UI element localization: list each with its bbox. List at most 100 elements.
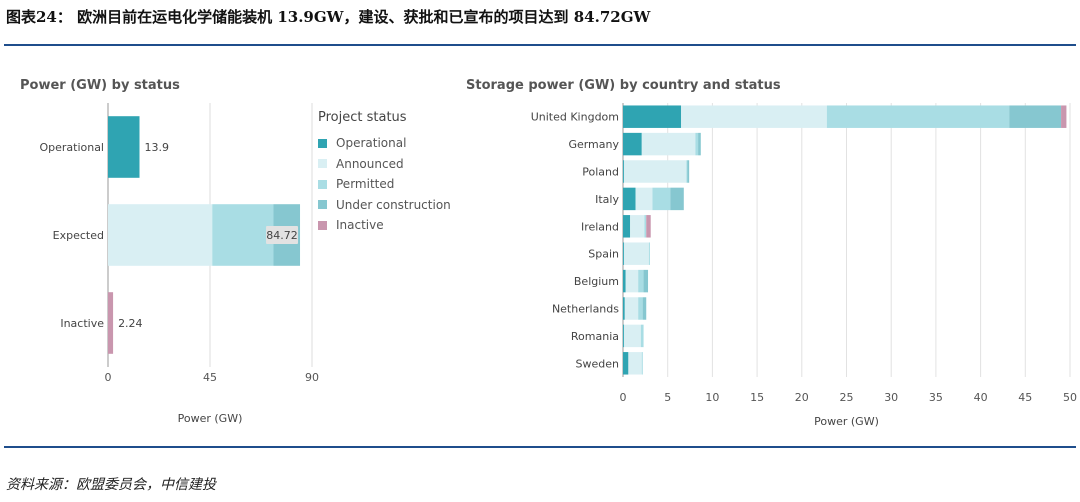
bar-germany-under-construction (698, 132, 701, 156)
top-rule (4, 44, 1076, 46)
x-axis-title: Power (GW) (178, 412, 243, 425)
category-label-germany: Germany (568, 138, 619, 151)
legend-item-under-construction: Under construction (318, 195, 451, 216)
x-tick-45: 45 (1018, 391, 1032, 404)
data-label-inactive: 2.24 (118, 317, 143, 330)
bar-netherlands-under-construction (642, 297, 647, 320)
legend-label-announced: Announced (336, 156, 404, 171)
category-label-netherlands: Netherlands (552, 303, 619, 316)
x-tick-20: 20 (795, 391, 809, 404)
bar-romania-operational (623, 324, 624, 348)
x-axis-title: Power (GW) (814, 415, 879, 428)
category-label-operational: Operational (39, 141, 104, 154)
bar-united-kingdom-announced (681, 105, 827, 128)
figure-title: 图表24： 欧洲目前在运电化学储能装机 13.9GW，建设、获批和已宣布的项目达… (6, 8, 651, 26)
category-label-expected: Expected (53, 229, 104, 242)
bar-sweden-announced (628, 352, 642, 375)
legend-label-operational: Operational (336, 136, 407, 151)
bar-netherlands-permitted (638, 297, 643, 320)
bar-belgium-announced (625, 269, 639, 293)
category-label-ireland: Ireland (581, 220, 619, 233)
status-chart: 0 45 90 Operational 13.9 Expected 84.72 Inactiv… (39, 103, 319, 425)
category-label-italy: Italy (595, 193, 619, 206)
bar-belgium-operational (623, 269, 626, 293)
bar-sweden-permitted (641, 352, 643, 375)
legend-item-operational: Operational (318, 133, 451, 154)
x-tick-35: 35 (929, 391, 943, 404)
bar-netherlands-announced (624, 297, 639, 320)
bar-inactive-inactive (108, 292, 114, 354)
legend-swatch-announced (318, 159, 327, 169)
data-label-expected: 84.72 (266, 229, 298, 242)
data-label-operational: 13.9 (145, 141, 170, 154)
bar-italy-permitted (652, 187, 671, 211)
bar-united-kingdom-permitted (826, 105, 1010, 128)
bar-united-kingdom-under-construction (1009, 105, 1062, 128)
category-label-poland: Poland (582, 166, 619, 179)
bar-expected-permitted (212, 204, 274, 266)
category-label-united-kingdom: United Kingdom (531, 111, 619, 124)
data-label-box-expected (266, 226, 299, 244)
legend-swatch-under-construction (318, 200, 327, 210)
x-tick-45: 45 (203, 371, 217, 384)
bar-romania-permitted (640, 324, 644, 348)
bar-italy-operational (623, 187, 636, 211)
x-tick-30: 30 (884, 391, 898, 404)
bar-germany-operational (623, 132, 642, 156)
legend-title: Project status (318, 110, 407, 125)
bar-spain-permitted (648, 242, 650, 265)
x-tick-25: 25 (840, 391, 854, 404)
right-chart-title: Storage power (GW) by country and status (466, 78, 781, 93)
source-note: 资料来源：欧盟委员会，中信建投 (6, 477, 216, 493)
category-label-sweden: Sweden (576, 357, 619, 370)
bar-italy-announced (635, 187, 653, 211)
bar-expected-announced (108, 204, 213, 266)
x-tick-10: 10 (705, 391, 719, 404)
category-label-inactive: Inactive (60, 317, 104, 330)
bar-poland-under-construction (687, 160, 690, 183)
category-label-romania: Romania (571, 330, 619, 343)
bar-romania-announced (623, 324, 641, 348)
bar-poland-announced (623, 160, 687, 183)
bar-sweden-operational (623, 352, 629, 375)
bar-germany-permitted (695, 132, 699, 156)
x-tick-15: 15 (750, 391, 764, 404)
bar-poland-permitted (686, 160, 688, 183)
bar-ireland-permitted (644, 215, 647, 238)
bar-italy-under-construction (670, 187, 684, 211)
bottom-rule (4, 446, 1076, 448)
bar-operational-operational (108, 116, 140, 178)
category-label-belgium: Belgium (574, 275, 619, 288)
x-tick-50: 50 (1063, 391, 1077, 404)
bar-belgium-under-construction (643, 269, 649, 293)
legend-label-inactive: Inactive (336, 218, 384, 233)
category-label-spain: Spain (588, 248, 619, 261)
legend-item-inactive: Inactive (318, 215, 451, 236)
legend-label-permitted: Permitted (336, 177, 395, 192)
bar-united-kingdom-operational (623, 105, 682, 128)
legend-item-permitted: Permitted (318, 174, 451, 195)
bar-ireland-operational (623, 215, 631, 238)
x-tick-90: 90 (305, 371, 319, 384)
legend-item-announced: Announced (318, 154, 451, 175)
bar-spain-operational (623, 242, 624, 265)
bar-germany-announced (641, 132, 696, 156)
bar-poland-operational (623, 160, 624, 183)
legend-label-under-construction: Under construction (336, 197, 451, 212)
x-tick-40: 40 (974, 391, 988, 404)
legend-swatch-operational (318, 138, 327, 148)
bar-spain-announced (623, 242, 649, 265)
x-tick-0: 0 (105, 371, 112, 384)
legend-swatch-inactive (318, 220, 327, 230)
bar-united-kingdom-inactive (1061, 105, 1067, 128)
bar-netherlands-operational (623, 297, 625, 320)
bar-belgium-permitted (638, 269, 644, 293)
bar-ireland-inactive (646, 215, 651, 238)
bar-ireland-announced (630, 215, 645, 238)
legend: Project status Operational Announced Per… (318, 110, 451, 236)
left-chart-title: Power (GW) by status (20, 78, 180, 93)
country-chart: 0 5 10 15 20 25 30 35 40 45 50 United Kingdom German… (531, 103, 1077, 428)
legend-swatch-permitted (318, 179, 327, 189)
x-tick-0: 0 (620, 391, 627, 404)
x-tick-5: 5 (664, 391, 671, 404)
